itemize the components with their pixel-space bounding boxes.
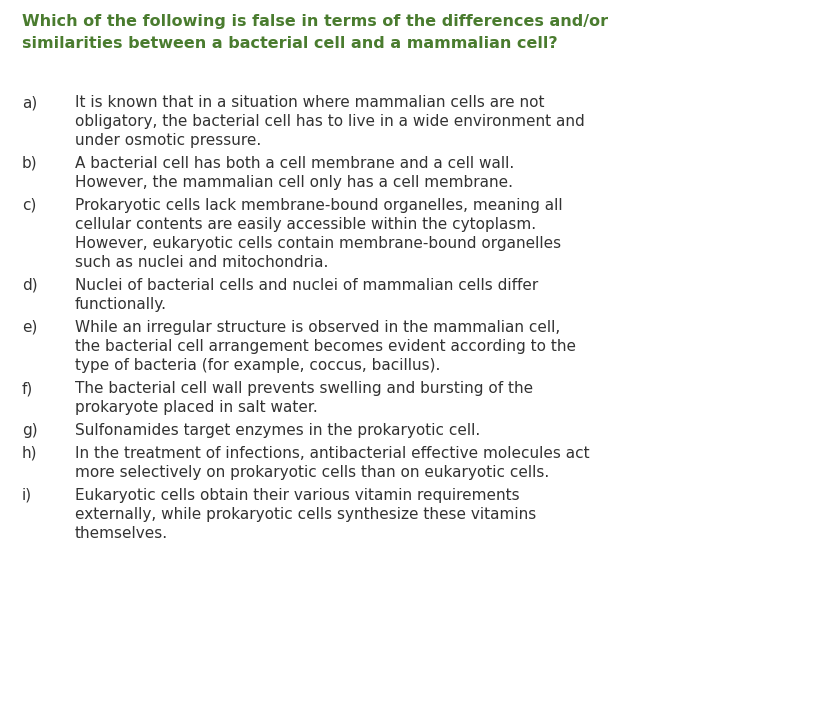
Text: obligatory, the bacterial cell has to live in a wide environment and: obligatory, the bacterial cell has to li…: [75, 114, 584, 129]
Text: such as nuclei and mitochondria.: such as nuclei and mitochondria.: [75, 255, 328, 270]
Text: In the treatment of infections, antibacterial effective molecules act: In the treatment of infections, antibact…: [75, 446, 589, 461]
Text: under osmotic pressure.: under osmotic pressure.: [75, 133, 261, 148]
Text: type of bacteria (for example, coccus, bacillus).: type of bacteria (for example, coccus, b…: [75, 358, 440, 373]
Text: c): c): [22, 198, 36, 213]
Text: The bacterial cell wall prevents swelling and bursting of the: The bacterial cell wall prevents swellin…: [75, 381, 532, 396]
Text: h): h): [22, 446, 37, 461]
Text: functionally.: functionally.: [75, 297, 166, 312]
Text: b): b): [22, 156, 37, 171]
Text: prokaryote placed in salt water.: prokaryote placed in salt water.: [75, 400, 317, 415]
Text: While an irregular structure is observed in the mammalian cell,: While an irregular structure is observed…: [75, 320, 560, 335]
Text: It is known that in a situation where mammalian cells are not: It is known that in a situation where ma…: [75, 95, 544, 110]
Text: cellular contents are easily accessible within the cytoplasm.: cellular contents are easily accessible …: [75, 217, 536, 232]
Text: However, the mammalian cell only has a cell membrane.: However, the mammalian cell only has a c…: [75, 175, 513, 190]
Text: a): a): [22, 95, 37, 110]
Text: more selectively on prokaryotic cells than on eukaryotic cells.: more selectively on prokaryotic cells th…: [75, 465, 549, 480]
Text: However, eukaryotic cells contain membrane-bound organelles: However, eukaryotic cells contain membra…: [75, 236, 561, 251]
Text: Prokaryotic cells lack membrane-bound organelles, meaning all: Prokaryotic cells lack membrane-bound or…: [75, 198, 562, 213]
Text: the bacterial cell arrangement becomes evident according to the: the bacterial cell arrangement becomes e…: [75, 339, 575, 354]
Text: externally, while prokaryotic cells synthesize these vitamins: externally, while prokaryotic cells synt…: [75, 507, 536, 522]
Text: e): e): [22, 320, 37, 335]
Text: g): g): [22, 423, 37, 438]
Text: f): f): [22, 381, 33, 396]
Text: similarities between a bacterial cell and a mammalian cell?: similarities between a bacterial cell an…: [22, 36, 557, 51]
Text: Which of the following is false in terms of the differences and/or: Which of the following is false in terms…: [22, 14, 608, 29]
Text: Eukaryotic cells obtain their various vitamin requirements: Eukaryotic cells obtain their various vi…: [75, 488, 519, 503]
Text: themselves.: themselves.: [75, 526, 168, 541]
Text: d): d): [22, 278, 37, 293]
Text: i): i): [22, 488, 32, 503]
Text: Sulfonamides target enzymes in the prokaryotic cell.: Sulfonamides target enzymes in the proka…: [75, 423, 479, 438]
Text: A bacterial cell has both a cell membrane and a cell wall.: A bacterial cell has both a cell membran…: [75, 156, 513, 171]
Text: Nuclei of bacterial cells and nuclei of mammalian cells differ: Nuclei of bacterial cells and nuclei of …: [75, 278, 537, 293]
